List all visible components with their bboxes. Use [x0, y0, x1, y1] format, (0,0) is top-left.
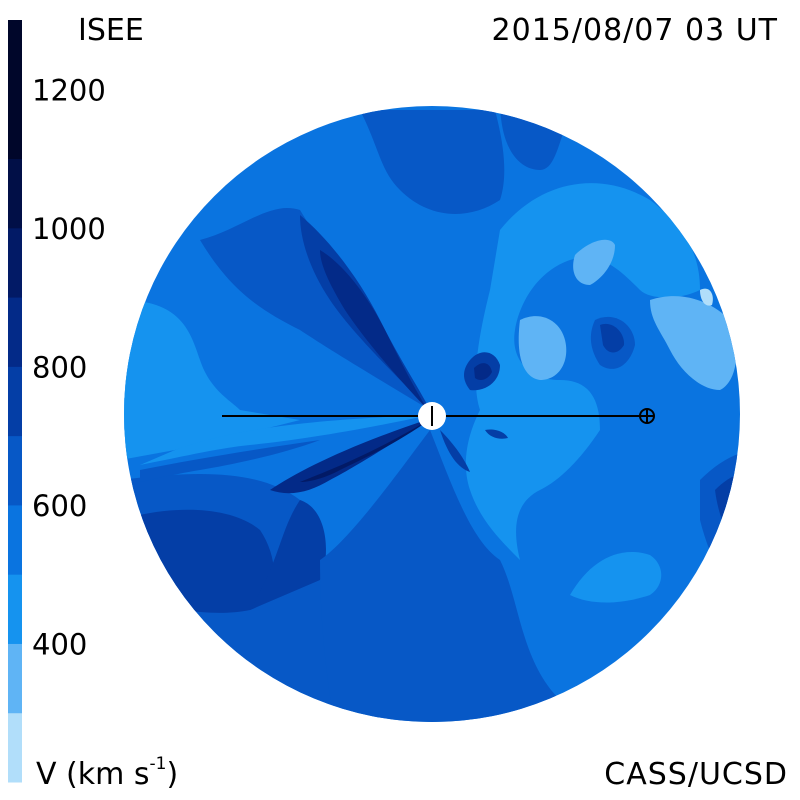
region-500-wedge: [140, 415, 430, 465]
region-800-right: [600, 323, 625, 353]
colorbar-band-6: [8, 297, 22, 367]
units-prefix: V (km s: [36, 757, 150, 792]
colorbar-band-7: [8, 227, 22, 298]
colorbar-band-4: [8, 435, 22, 506]
colorbar-band-9: [8, 20, 22, 160]
region-700-edge: [700, 450, 740, 620]
timestamp-label: 2015/08/07 03 UT: [491, 13, 778, 48]
colorbar-tick-label: 1000: [32, 212, 106, 246]
region-400-right1: [518, 316, 567, 380]
region-400-right2: [573, 239, 615, 285]
region-500-right: [465, 183, 700, 560]
region-800-feature2: [485, 429, 508, 439]
region-500-left: [124, 300, 300, 460]
colorbar-tick-label: 800: [32, 350, 87, 384]
colorbar: 1200 1000 800 600 400: [8, 20, 106, 783]
earth-marker: [639, 408, 655, 424]
region-800-edge: [715, 470, 740, 580]
units-label: V (km s-1): [36, 756, 179, 792]
region-500-lowerright: [570, 551, 662, 603]
colorbar-band-8: [8, 158, 22, 229]
region-700-wedge: [200, 207, 430, 410]
colorbar-tick-label: 1200: [32, 73, 106, 107]
units-suffix: ): [166, 757, 179, 792]
region-800: [124, 509, 274, 613]
colorbar-band-1: [8, 643, 22, 714]
units-exponent: -1: [149, 754, 167, 774]
credit-label: CASS/UCSD: [604, 757, 788, 792]
sun-marker: [418, 402, 446, 430]
region-700-streak: [140, 440, 320, 482]
colorbar-band-3: [8, 504, 22, 575]
region-400-right3: [650, 296, 737, 390]
region-900-wedge: [320, 250, 428, 410]
region-800b: [250, 500, 326, 610]
region-800-feature: [440, 430, 470, 472]
region-700c: [320, 430, 560, 722]
colorbar-tick-label: 600: [32, 489, 87, 523]
colorbar-band-5: [8, 366, 22, 437]
velocity-disk: [124, 106, 740, 722]
region-900-center: [474, 363, 492, 380]
region-700top2: [360, 110, 505, 214]
colorbar-tick-label: 400: [32, 627, 87, 661]
instrument-title: ISEE: [78, 13, 144, 48]
region-300-right: [700, 288, 713, 306]
colorbar-band-2: [8, 574, 22, 644]
region-900-streak: [270, 418, 432, 494]
colorbar-band-0: [8, 712, 22, 783]
